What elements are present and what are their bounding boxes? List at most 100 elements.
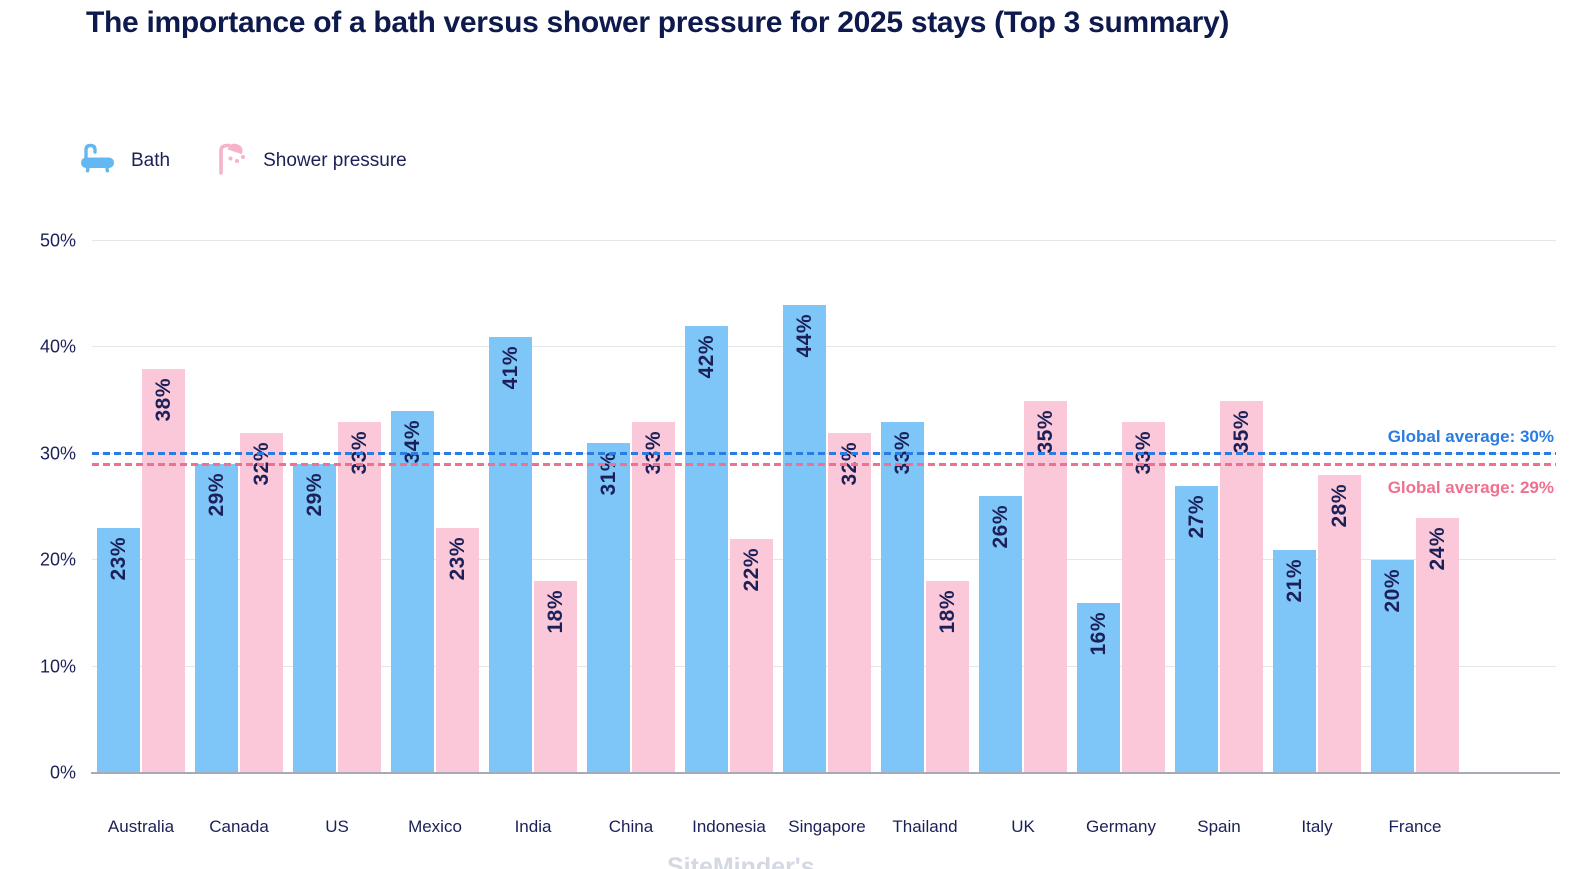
x-axis-labels: Australia Canada US Mexico India China Indones… — [92, 817, 1464, 837]
bar-group-uk: 26% 35% — [974, 241, 1072, 773]
shower-bar-indonesia: 22% — [730, 538, 773, 773]
shower-bar-china: 33% — [632, 421, 675, 773]
watermark: SiteMinder's ChangingTraveller Report 20… — [648, 853, 1130, 869]
shower-bar-mexico: 23% — [436, 528, 479, 773]
bar-value-label: 22% — [739, 547, 763, 592]
bar-value-label: 29% — [302, 473, 326, 517]
bar-value-label: 23% — [445, 537, 469, 581]
bar-value-label: 34% — [400, 420, 424, 464]
shower-bar-singapore: 32% — [828, 432, 871, 773]
bar-value-label: 27% — [1184, 494, 1208, 539]
bar-value-label: 29% — [204, 473, 228, 517]
x-axis-label-singapore: Singapore — [788, 817, 866, 836]
x-axis-label-spain: Spain — [1197, 817, 1241, 836]
global-average-label-bath: Global average: 30% — [1387, 426, 1554, 446]
x-axis-label-china: China — [608, 817, 654, 836]
shower-bar-france: 24% — [1416, 517, 1459, 773]
y-axis-tick: 50% — [39, 230, 76, 251]
legend: Bath Shower pressure — [80, 141, 407, 180]
bath-bar-france: 20% — [1371, 560, 1414, 773]
bath-bar-uk: 26% — [979, 496, 1022, 773]
bath-bar-china: 31% — [587, 443, 630, 773]
bar-value-label: 18% — [543, 590, 567, 635]
legend-item-bath: Bath — [80, 142, 170, 179]
bar-group-china: 31% 33% — [582, 241, 680, 773]
bar-value-label: 24% — [1425, 526, 1449, 571]
bar-value-label: 23% — [106, 537, 130, 581]
y-axis-tick: 0% — [49, 762, 76, 783]
global-average-line-shower — [92, 462, 1556, 466]
x-axis-label-canada: Canada — [209, 817, 269, 836]
bar-group-india: 41% 18% — [484, 241, 582, 773]
x-axis-label-indonesia: Indonesia — [692, 817, 766, 836]
bath-bar-us: 29% — [293, 464, 336, 773]
chart-title: The importance of a bath versus shower p… — [86, 6, 1230, 39]
bar-group-canada: 29% 32% — [190, 241, 288, 773]
bath-bar-canada: 29% — [195, 464, 238, 773]
bath-bar-indonesia: 42% — [685, 326, 728, 773]
bar-group-italy: 21% 28% — [1268, 241, 1366, 773]
bar-value-label: 16% — [1086, 611, 1110, 656]
bar-group-singapore: 44% 32% — [778, 241, 876, 773]
shower-bar-uk: 35% — [1024, 400, 1067, 773]
shower-bar-italy: 28% — [1318, 475, 1361, 773]
bath-bar-singapore: 44% — [783, 304, 826, 773]
shower-bar-australia: 38% — [142, 368, 185, 773]
x-axis-label-uk: UK — [1011, 817, 1035, 836]
bar-value-label: 21% — [1282, 558, 1306, 603]
bath-bar-spain: 27% — [1175, 485, 1218, 773]
shower-bar-thailand: 18% — [926, 581, 969, 773]
bath-bar-thailand: 33% — [881, 421, 924, 773]
legend-item-shower-pressure: Shower pressure — [216, 141, 407, 180]
x-axis-label-france: France — [1388, 817, 1442, 836]
bar-group-australia: 23% 38% — [92, 241, 190, 773]
x-axis-label-italy: Italy — [1301, 817, 1333, 836]
bar-value-label: 18% — [935, 590, 959, 635]
bar-value-label: 35% — [1033, 409, 1057, 454]
bar-value-label: 35% — [1229, 409, 1253, 454]
x-axis-label-us: US — [325, 817, 349, 836]
bar-group-thailand: 33% 18% — [876, 241, 974, 773]
bar-value-label: 26% — [988, 505, 1012, 549]
bar-group-germany: 16% 33% — [1072, 241, 1170, 773]
y-axis-tick: 10% — [39, 656, 76, 677]
bath-bar-india: 41% — [489, 336, 532, 773]
legend-label-bath: Bath — [131, 149, 171, 171]
x-axis-label-thailand: Thailand — [892, 817, 958, 836]
gridline — [92, 240, 1556, 241]
bar-group-mexico: 34% 23% — [386, 241, 484, 773]
global-average-label-shower: Global average: 29% — [1387, 478, 1554, 498]
legend-label-shower-pressure: Shower pressure — [263, 149, 407, 171]
y-axis-tick: 30% — [39, 443, 76, 464]
global-average-line-bath — [92, 452, 1556, 456]
shower-bar-us: 33% — [338, 421, 381, 773]
bath-bar-mexico: 34% — [391, 411, 434, 773]
x-axis-label-germany: Germany — [1086, 817, 1156, 836]
bar-group-us: 29% 33% — [288, 241, 386, 773]
x-axis-baseline — [91, 772, 1560, 774]
bath-bar-germany: 16% — [1077, 602, 1120, 773]
x-axis-label-australia: Australia — [107, 817, 175, 836]
bar-series: 23% 38% 29% 32% 29% 33% 34% 23% 41% 18% 31% 33% 42% 2… — [92, 241, 1464, 773]
y-axis-tick: 20% — [39, 549, 76, 570]
bar-group-france: 20% 24% — [1366, 241, 1464, 773]
shower-bar-india: 18% — [534, 581, 577, 773]
x-axis-label-mexico: Mexico — [408, 817, 462, 836]
plot-area: 0% 10% 20% 30% 40% 50% 23% 38% 29% 32% 29% 33% 34% 2… — [40, 231, 1560, 869]
bar-group-indonesia: 42% 22% — [680, 241, 778, 773]
y-axis-tick: 40% — [39, 336, 76, 357]
bar-value-label: 28% — [1327, 484, 1351, 528]
bar-value-label: 41% — [498, 345, 522, 390]
shower-icon — [216, 141, 248, 180]
bar-value-label: 38% — [151, 377, 175, 422]
watermark-brand: SiteMinder's — [667, 853, 815, 869]
x-axis-label-india: India — [514, 817, 552, 836]
bar-group-spain: 27% 35% — [1170, 241, 1268, 773]
bar-value-label: 44% — [792, 313, 816, 358]
shower-bar-germany: 33% — [1122, 421, 1165, 773]
shower-bar-spain: 35% — [1220, 400, 1263, 773]
bath-bar-italy: 21% — [1273, 549, 1316, 773]
bar-value-label: 20% — [1380, 569, 1404, 613]
shower-bar-canada: 32% — [240, 432, 283, 773]
